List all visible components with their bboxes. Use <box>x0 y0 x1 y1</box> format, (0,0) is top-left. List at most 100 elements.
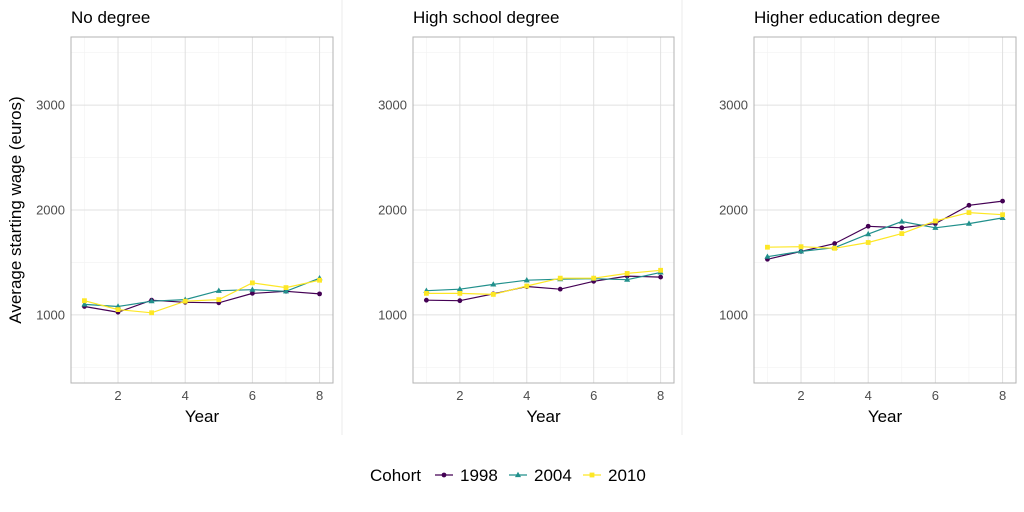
panel-title: No degree <box>71 8 150 27</box>
x-axis-title: Year <box>185 407 220 426</box>
data-point-2004 <box>624 276 631 282</box>
panel-title: Higher education degree <box>754 8 940 27</box>
data-point-2010 <box>765 244 770 250</box>
data-point-2010 <box>591 275 597 281</box>
data-point-2010 <box>557 275 563 281</box>
legend-label-2010: 2010 <box>608 466 646 485</box>
x-tick-label: 8 <box>316 388 323 403</box>
x-tick-label: 8 <box>999 388 1006 403</box>
legend-key-marker <box>441 472 447 478</box>
series-line-2004 <box>426 271 661 292</box>
data-point-2010 <box>182 298 188 304</box>
x-axis-title: Year <box>526 407 561 426</box>
x-tick-label: 4 <box>523 388 530 403</box>
data-point-2010 <box>966 210 972 216</box>
data-point-1998 <box>966 202 972 208</box>
data-point-2010 <box>82 298 87 304</box>
data-point-2010 <box>865 240 871 245</box>
data-point-2004 <box>282 288 290 294</box>
x-axis-title: Year <box>868 407 903 426</box>
x-tick-label: 2 <box>797 388 804 403</box>
legend-key-marker <box>514 471 522 478</box>
series-line-2004 <box>84 277 320 308</box>
panel-2: High school degree 1000 2000 3000 2 4 6 8 Year <box>378 8 675 426</box>
data-point-2004 <box>81 301 88 307</box>
legend-key-marker <box>589 472 595 478</box>
data-point-1998 <box>457 298 463 304</box>
data-point-1998 <box>658 274 664 280</box>
data-point-2010 <box>423 290 429 296</box>
panel-title: High school degree <box>413 8 559 27</box>
y-axis-title: Average starting wage (euros) <box>6 96 25 323</box>
series-line-2004 <box>767 217 1003 258</box>
series-line-2010 <box>767 211 1003 249</box>
data-point-2004 <box>148 298 155 304</box>
data-point-1998 <box>557 286 563 292</box>
data-point-2004 <box>523 277 530 283</box>
y-tick-label: 2000 <box>719 203 748 218</box>
x-tick-label: 2 <box>456 388 463 403</box>
y-tick-label: 2000 <box>378 203 407 218</box>
data-point-2010 <box>658 267 664 273</box>
data-point-2010 <box>457 290 463 296</box>
x-tick-label: 6 <box>932 388 939 403</box>
data-point-1998 <box>865 223 871 229</box>
data-point-2010 <box>899 231 905 236</box>
y-tick-label: 1000 <box>36 307 65 322</box>
panel-border <box>70 36 334 384</box>
data-point-1998 <box>249 290 255 296</box>
data-point-1998 <box>317 291 322 297</box>
data-point-2004 <box>215 287 222 293</box>
data-point-1998 <box>832 241 838 246</box>
data-point-2010 <box>832 245 838 251</box>
data-point-2004 <box>249 286 256 292</box>
series-line-1998 <box>767 200 1003 260</box>
legend-title: Cohort <box>370 466 421 485</box>
y-tick-label: 1000 <box>719 307 748 322</box>
series-line-2010 <box>84 279 320 314</box>
data-point-2004 <box>456 285 463 292</box>
data-point-2010 <box>249 280 255 286</box>
data-point-1998 <box>1000 198 1005 204</box>
data-point-1998 <box>423 297 429 303</box>
x-tick-label: 4 <box>865 388 872 403</box>
data-point-2010 <box>317 277 322 283</box>
data-point-2010 <box>115 307 121 313</box>
y-tick-label: 3000 <box>719 98 748 113</box>
panel-3: Higher education degree 1000 2000 3000 2 4 6 8 Y… <box>719 8 1017 426</box>
data-point-2004 <box>797 248 805 254</box>
data-point-2004 <box>490 281 497 287</box>
series-line-2010 <box>426 269 661 296</box>
data-point-2010 <box>932 218 938 224</box>
data-point-2010 <box>216 297 222 303</box>
panel-border <box>753 36 1017 384</box>
data-point-2004 <box>999 214 1006 220</box>
legend: Cohort 1998 2004 2010 <box>370 466 646 485</box>
data-point-2010 <box>283 285 289 290</box>
data-point-2010 <box>490 292 496 297</box>
x-tick-label: 6 <box>590 388 597 403</box>
x-tick-label: 6 <box>249 388 256 403</box>
y-tick-label: 2000 <box>36 203 65 218</box>
data-point-2004 <box>965 220 973 226</box>
data-point-2010 <box>524 283 530 289</box>
panel-border <box>412 36 675 384</box>
x-tick-label: 2 <box>114 388 121 403</box>
y-tick-label: 3000 <box>378 98 407 113</box>
data-point-2004 <box>932 224 939 230</box>
data-point-2004 <box>764 253 771 259</box>
panel-1: No degree 1000 2000 3000 2 4 6 8 Year <box>36 8 334 426</box>
y-tick-label: 3000 <box>36 98 65 113</box>
y-tick-label: 1000 <box>378 307 407 322</box>
data-point-2010 <box>624 271 630 276</box>
legend-label-2004: 2004 <box>534 466 572 485</box>
data-point-2010 <box>798 244 804 250</box>
x-tick-label: 8 <box>657 388 664 403</box>
data-point-1998 <box>899 225 905 231</box>
series-line-1998 <box>426 275 661 302</box>
data-point-2010 <box>149 310 155 316</box>
x-tick-label: 4 <box>182 388 189 403</box>
legend-label-1998: 1998 <box>460 466 498 485</box>
data-point-2010 <box>1000 212 1005 218</box>
